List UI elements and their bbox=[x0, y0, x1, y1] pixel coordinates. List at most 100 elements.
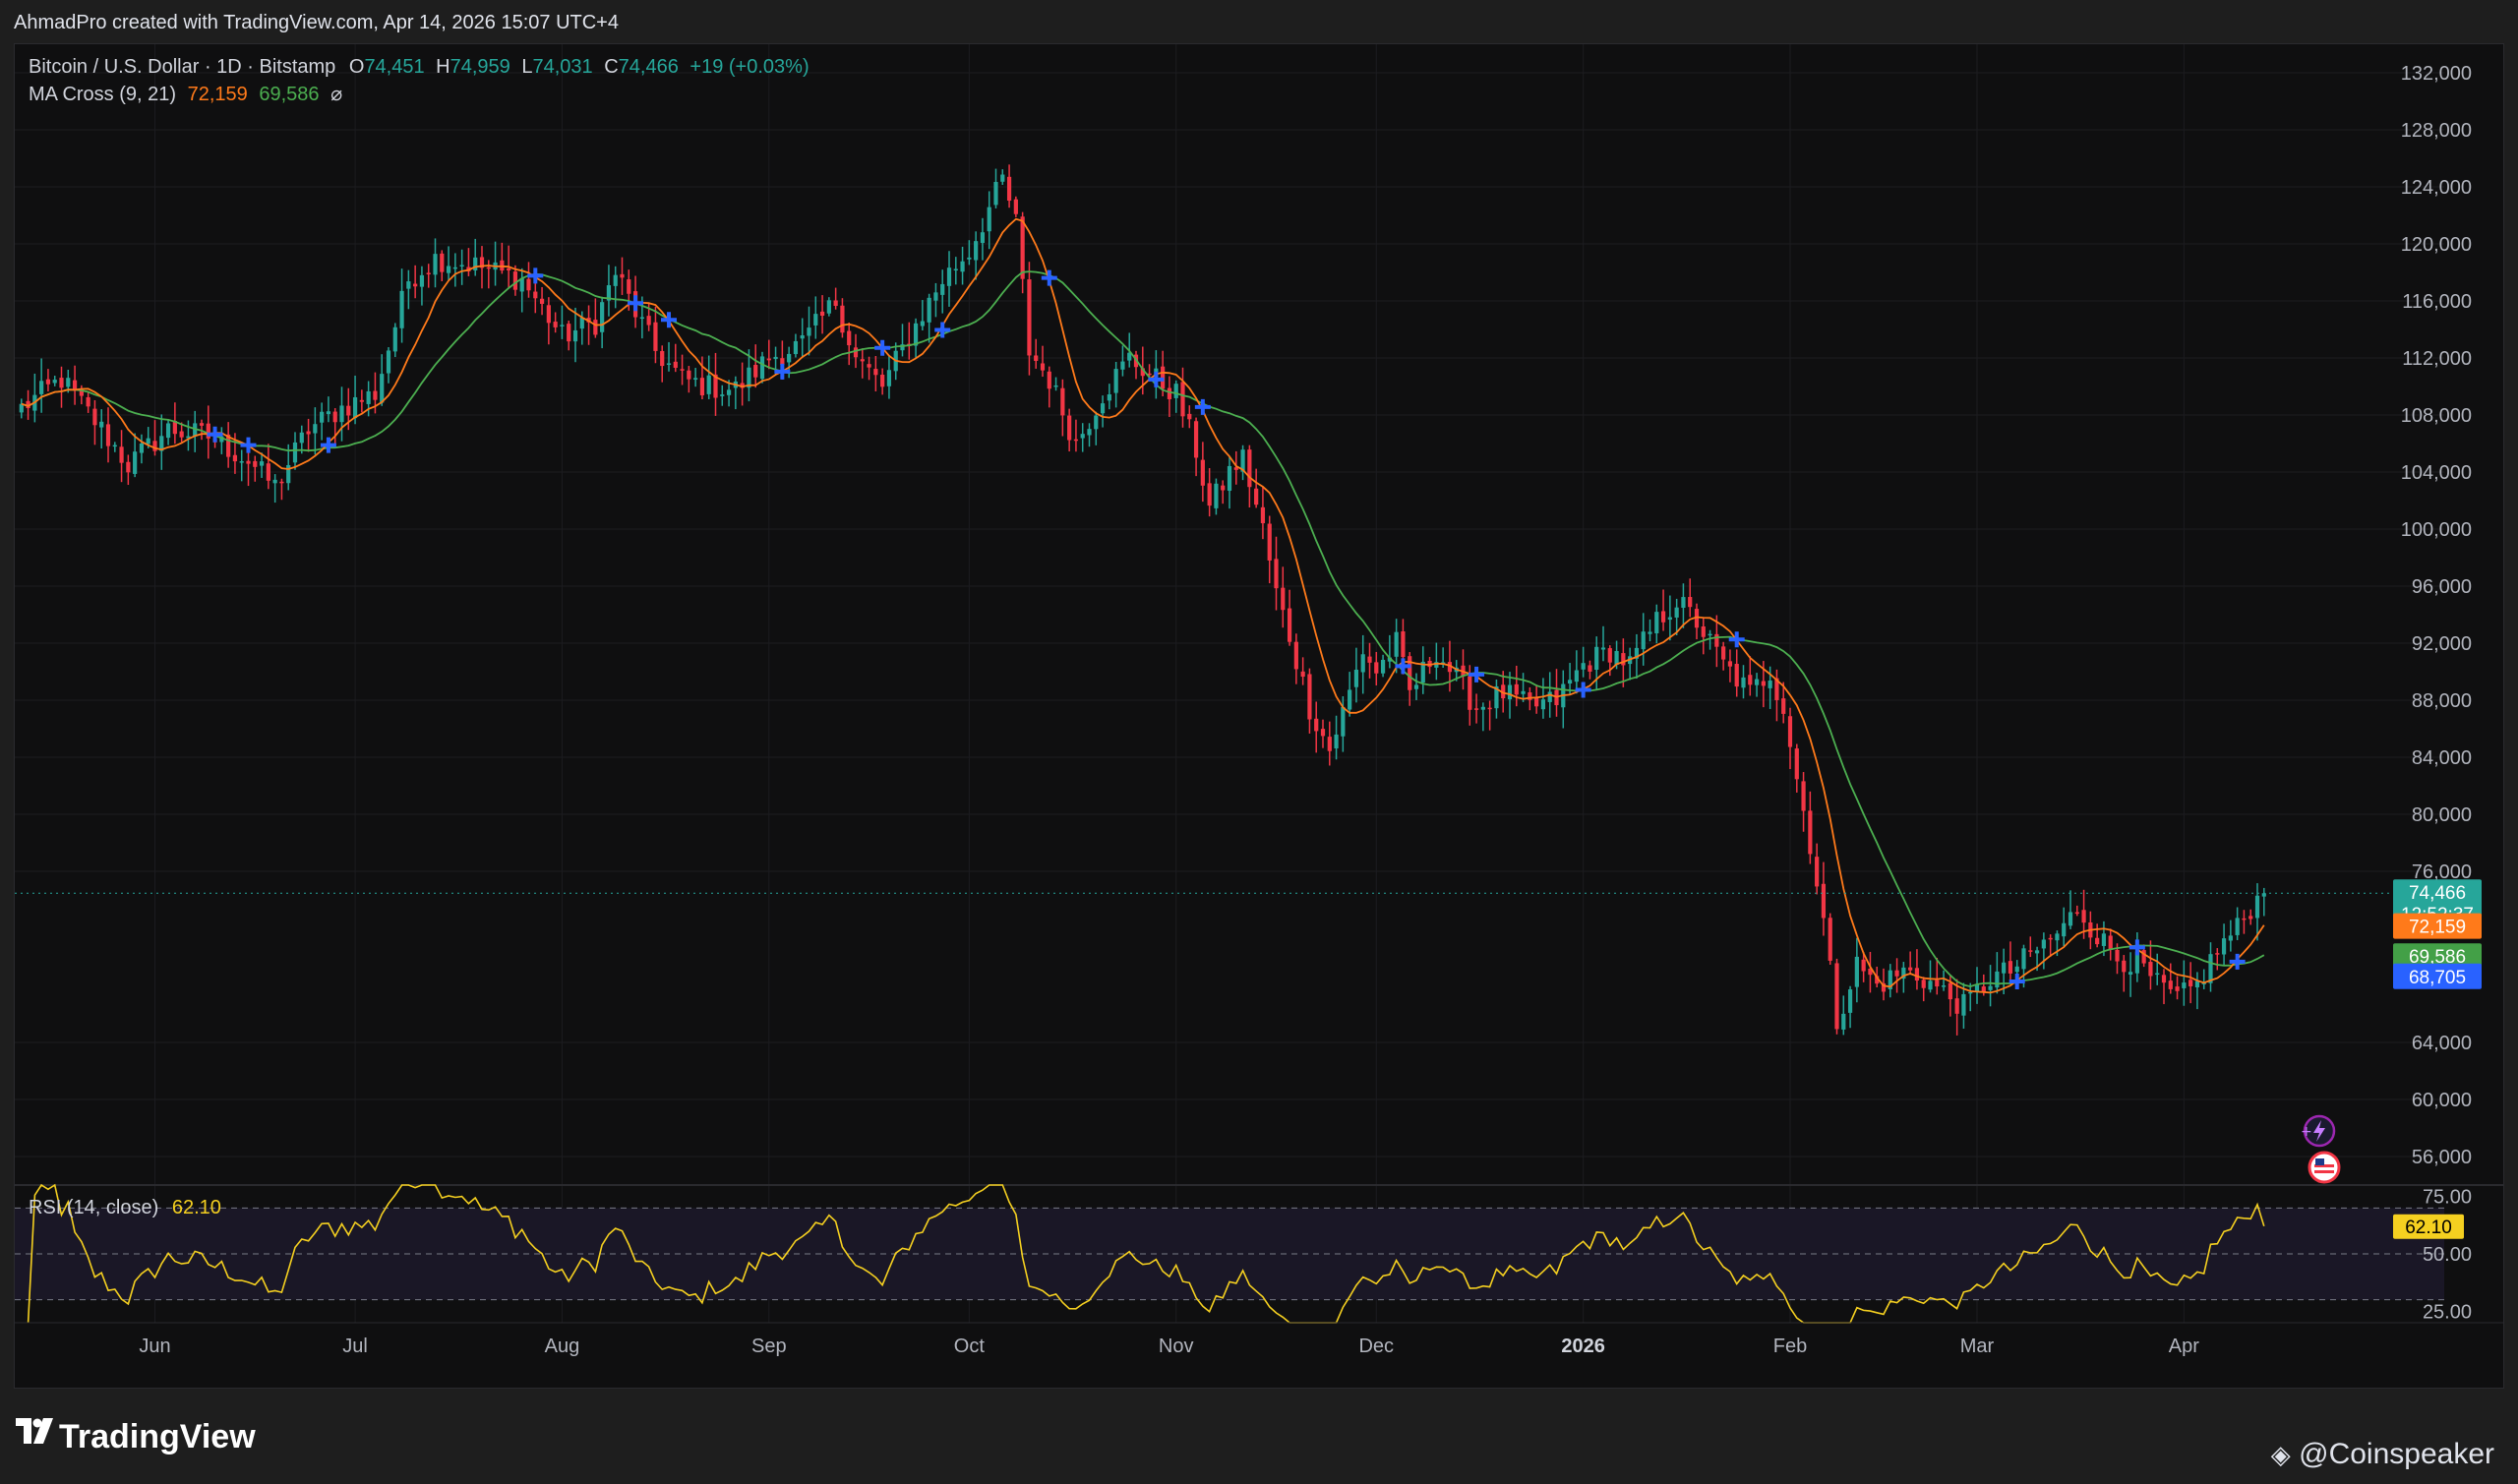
candle-body[interactable] bbox=[2148, 962, 2153, 977]
candle-body[interactable] bbox=[1094, 415, 1099, 430]
candle-body[interactable] bbox=[1861, 959, 1866, 972]
candle-body[interactable] bbox=[1708, 633, 1712, 636]
candle-body[interactable] bbox=[913, 323, 919, 346]
candle-body[interactable] bbox=[380, 374, 385, 403]
ma-cross-marker[interactable] bbox=[207, 426, 223, 443]
candle-body[interactable] bbox=[1841, 1013, 1846, 1030]
candle-body[interactable] bbox=[2175, 986, 2180, 991]
candle-body[interactable] bbox=[507, 267, 511, 270]
candle-body[interactable] bbox=[593, 320, 598, 335]
candle-body[interactable] bbox=[2248, 916, 2253, 920]
candle-body[interactable] bbox=[1087, 429, 1092, 436]
candle-body[interactable] bbox=[359, 399, 364, 402]
candle-body[interactable] bbox=[1053, 385, 1058, 387]
candle-body[interactable] bbox=[1741, 677, 1746, 688]
candle-body[interactable] bbox=[1307, 674, 1312, 720]
candle-body[interactable] bbox=[1847, 989, 1853, 1013]
candle-body[interactable] bbox=[1227, 465, 1232, 492]
candle-body[interactable] bbox=[833, 300, 838, 307]
candle-body[interactable] bbox=[2034, 950, 2040, 954]
candle-body[interactable] bbox=[1040, 363, 1046, 371]
candle-body[interactable] bbox=[699, 378, 705, 395]
ma-cross-marker[interactable] bbox=[1194, 398, 1211, 415]
candle-body[interactable] bbox=[1754, 679, 1760, 685]
candle-body[interactable] bbox=[226, 434, 231, 457]
candle-body[interactable] bbox=[1468, 676, 1472, 710]
candle-body[interactable] bbox=[239, 461, 244, 463]
candle-body[interactable] bbox=[413, 283, 418, 287]
candle-body[interactable] bbox=[179, 431, 184, 438]
candle-body[interactable] bbox=[1721, 646, 1726, 660]
candle-body[interactable] bbox=[1941, 985, 1947, 987]
candle-body[interactable] bbox=[1540, 699, 1546, 710]
candle-body[interactable] bbox=[1140, 368, 1145, 377]
candle-body[interactable] bbox=[366, 390, 371, 404]
candle-body[interactable] bbox=[1180, 382, 1185, 417]
candle-body[interactable] bbox=[1287, 608, 1292, 642]
candle-body[interactable] bbox=[766, 358, 771, 361]
ma-cross-marker[interactable] bbox=[1395, 658, 1411, 675]
candle-body[interactable] bbox=[1995, 971, 2000, 988]
candle-body[interactable] bbox=[1875, 976, 1880, 984]
candle-body[interactable] bbox=[99, 421, 104, 428]
candle-body[interactable] bbox=[1914, 968, 1920, 981]
candle-body[interactable] bbox=[1401, 631, 1406, 658]
candle-body[interactable] bbox=[426, 272, 431, 274]
candle-body[interactable] bbox=[1894, 970, 1899, 977]
candle-body[interactable] bbox=[720, 394, 725, 396]
candle-body[interactable] bbox=[1528, 692, 1532, 700]
candle-body[interactable] bbox=[2101, 933, 2107, 946]
candle-body[interactable] bbox=[1240, 449, 1245, 472]
candle-body[interactable] bbox=[880, 375, 885, 387]
candle-body[interactable] bbox=[673, 361, 678, 368]
candle-body[interactable] bbox=[1348, 689, 1352, 710]
candle-body[interactable] bbox=[1147, 373, 1152, 376]
candle-body[interactable] bbox=[1968, 991, 1973, 994]
candle-body[interactable] bbox=[299, 432, 304, 444]
ma-cross-marker[interactable] bbox=[2229, 953, 2246, 970]
candle-body[interactable] bbox=[1607, 648, 1612, 663]
candle-body[interactable] bbox=[933, 292, 938, 301]
candle-body[interactable] bbox=[1100, 403, 1106, 414]
candle-body[interactable] bbox=[1514, 683, 1519, 695]
candle-body[interactable] bbox=[693, 378, 698, 381]
candle-body[interactable] bbox=[2188, 979, 2193, 986]
candle-body[interactable] bbox=[660, 350, 665, 367]
candle-body[interactable] bbox=[1688, 597, 1693, 608]
candle-body[interactable] bbox=[306, 431, 311, 435]
candle-body[interactable] bbox=[165, 423, 171, 439]
candle-body[interactable] bbox=[2261, 893, 2266, 897]
candle-body[interactable] bbox=[292, 442, 298, 463]
candle-body[interactable] bbox=[59, 378, 64, 388]
candle-body[interactable] bbox=[1408, 656, 1412, 690]
candle-body[interactable] bbox=[1127, 352, 1132, 361]
candle-body[interactable] bbox=[1006, 176, 1012, 202]
candle-body[interactable] bbox=[1781, 698, 1786, 714]
candle-body[interactable] bbox=[1447, 662, 1453, 673]
candle-body[interactable] bbox=[1834, 963, 1839, 1030]
candle-body[interactable] bbox=[1260, 506, 1266, 524]
candle-body[interactable] bbox=[452, 267, 457, 269]
candle-body[interactable] bbox=[1594, 646, 1599, 671]
candle-body[interactable] bbox=[860, 359, 865, 362]
candle-body[interactable] bbox=[780, 358, 785, 366]
candle-body[interactable] bbox=[1961, 993, 1966, 1016]
ma-cross-marker[interactable] bbox=[527, 267, 544, 284]
candle-body[interactable] bbox=[539, 298, 545, 304]
candle-body[interactable] bbox=[1233, 467, 1238, 470]
candle-body[interactable] bbox=[199, 423, 205, 426]
candle-body[interactable] bbox=[1214, 483, 1219, 508]
candle-body[interactable] bbox=[873, 369, 878, 376]
candle-body[interactable] bbox=[1600, 647, 1606, 650]
candle-body[interactable] bbox=[2014, 966, 2019, 973]
candle-body[interactable] bbox=[867, 364, 871, 368]
candle-body[interactable] bbox=[45, 379, 51, 385]
candle-body[interactable] bbox=[533, 291, 538, 299]
candle-body[interactable] bbox=[52, 380, 57, 384]
candle-body[interactable] bbox=[847, 330, 852, 346]
candle-body[interactable] bbox=[1254, 488, 1259, 505]
chart-panel[interactable]: 132,000 128,000 124,000 120,000 116,000 112,0… bbox=[14, 43, 2504, 1389]
candle-body[interactable] bbox=[172, 421, 177, 435]
candle-body[interactable] bbox=[787, 353, 792, 363]
candle-body[interactable] bbox=[1047, 371, 1051, 389]
